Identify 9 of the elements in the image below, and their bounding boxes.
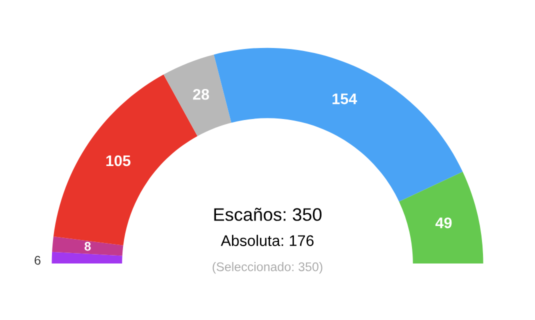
data-label: 49 xyxy=(435,217,452,228)
data-label: 28 xyxy=(193,88,210,100)
text: Absoluta: 176 xyxy=(220,234,314,246)
data-label: 8 xyxy=(84,242,91,251)
text: (Seleccionado: 350) xyxy=(212,262,322,274)
data-label: 6 xyxy=(34,256,40,265)
text: Escaños: 350 xyxy=(214,208,322,221)
data-label: 105 xyxy=(106,155,130,166)
data-label: 154 xyxy=(332,94,358,104)
